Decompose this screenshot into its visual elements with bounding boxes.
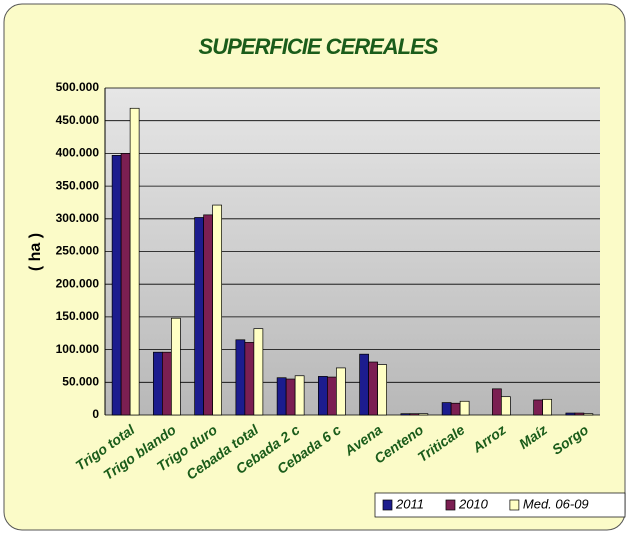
y-axis-label: ( ha ) [27, 233, 44, 271]
y-tick-label: 350.000 [56, 178, 100, 192]
bar [336, 367, 346, 416]
y-tick-label: 450.000 [56, 113, 100, 127]
y-tick-label: 250.000 [56, 244, 100, 258]
bar [111, 155, 122, 416]
bar [129, 107, 140, 416]
bar [203, 214, 213, 416]
bar [542, 398, 552, 416]
bar [253, 328, 264, 416]
y-tick-label: 500.000 [56, 80, 100, 94]
bar [400, 413, 411, 416]
y-tick-label: 200.000 [56, 276, 100, 290]
bar [574, 412, 585, 416]
y-tick-label: 150.000 [56, 309, 100, 323]
bar [533, 399, 543, 416]
bar [359, 353, 369, 416]
y-tick-label: 0 [92, 407, 99, 421]
y-tick-label: 400.000 [56, 146, 100, 160]
bar [294, 375, 305, 416]
legend-label: Med. 06-09 [523, 496, 589, 511]
bar [450, 402, 461, 416]
y-tick-label: 300.000 [56, 211, 100, 225]
y-tick-label: 50.000 [62, 374, 99, 388]
bar [171, 317, 181, 416]
legend-swatch [509, 499, 520, 511]
bar [583, 413, 594, 416]
bar [459, 400, 470, 416]
bar [212, 204, 222, 416]
bar [418, 413, 429, 416]
bar [501, 396, 511, 416]
legend-label: 2010 [458, 496, 489, 511]
y-tick-label: 100.000 [56, 342, 100, 356]
bar [120, 153, 131, 416]
bar [153, 351, 163, 416]
legend-swatch [382, 499, 393, 511]
bar [377, 364, 387, 416]
legend [374, 492, 626, 518]
bar [368, 361, 378, 416]
bar [244, 342, 255, 416]
chart-title: SUPERFICIE CEREALES [199, 34, 439, 59]
bar [409, 413, 420, 416]
bar [276, 377, 287, 416]
bar [285, 378, 296, 416]
bar [327, 376, 337, 416]
legend-label: 2011 [395, 496, 424, 511]
bar [565, 412, 576, 416]
bar [318, 376, 328, 416]
legend-swatch [445, 499, 456, 511]
bar [441, 402, 452, 416]
bar [492, 388, 502, 416]
bar [194, 217, 204, 416]
bar [235, 339, 246, 416]
bar [162, 351, 172, 416]
